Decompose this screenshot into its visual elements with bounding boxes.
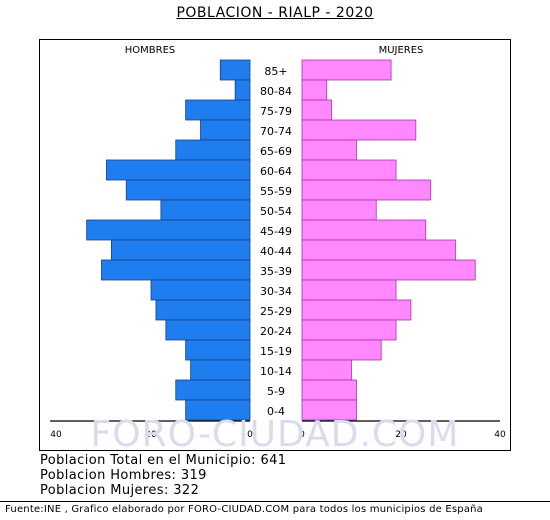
- age-group-label: 25-29: [260, 305, 292, 318]
- bar-mujeres: [301, 299, 412, 321]
- chart-title: POBLACION - RIALP - 2020: [176, 5, 374, 21]
- bar-mujeres: [301, 99, 333, 121]
- male-population: Poblacion Hombres: 319: [40, 468, 207, 483]
- bar-hombres: [175, 379, 251, 401]
- bar-hombres: [185, 399, 251, 421]
- bar-mujeres: [301, 139, 357, 161]
- source-footer: Fuente:INE , Grafico elaborado por FORO-…: [5, 504, 484, 515]
- bar-hombres: [190, 359, 251, 381]
- age-group-label: 35-39: [260, 265, 292, 278]
- age-group-label: 0-4: [267, 405, 285, 418]
- x-tick-label: 20: [145, 430, 157, 440]
- bar-mujeres: [301, 279, 397, 301]
- bar-hombres: [150, 279, 251, 301]
- bar-mujeres: [301, 199, 377, 221]
- age-group-label: 20-24: [260, 325, 292, 338]
- bar-hombres: [106, 159, 251, 181]
- bar-hombres: [125, 179, 251, 201]
- bar-hombres: [219, 59, 251, 81]
- age-group-label: 40-44: [260, 245, 292, 258]
- bar-hombres: [111, 239, 251, 261]
- bar-hombres: [101, 259, 251, 281]
- total-population: Poblacion Total en el Municipio: 641: [40, 453, 287, 468]
- age-group-label: 75-79: [260, 105, 292, 118]
- x-tick-label: 40: [50, 430, 62, 440]
- x-tick-label: 40: [494, 430, 506, 440]
- bar-hombres: [185, 99, 251, 121]
- bar-hombres: [185, 339, 251, 361]
- bar-mujeres: [301, 399, 357, 421]
- age-group-label: 55-59: [260, 185, 292, 198]
- age-group-label: 5-9: [267, 385, 285, 398]
- age-group-label: 70-74: [260, 125, 292, 138]
- age-group-label: 85+: [264, 65, 287, 78]
- x-tick-label: 0: [299, 430, 305, 440]
- bar-mujeres: [301, 239, 456, 261]
- bar-hombres: [160, 199, 251, 221]
- bar-mujeres: [301, 379, 357, 401]
- bar-mujeres: [301, 159, 397, 181]
- bar-mujeres: [301, 319, 397, 341]
- footer-separator: [0, 501, 550, 502]
- bar-mujeres: [301, 79, 328, 101]
- age-group-label: 10-14: [260, 365, 292, 378]
- bar-mujeres: [301, 219, 427, 241]
- bar-mujeres: [301, 339, 382, 361]
- chart-panel: HOMBRES MUJERES 85+ 80-84 75-79 70-74 65-69 60-…: [39, 39, 511, 451]
- bar-hombres: [86, 219, 251, 241]
- series-label-hombres: HOMBRES: [125, 45, 176, 56]
- x-tick-label: 0: [247, 430, 253, 440]
- bar-hombres: [200, 119, 251, 141]
- bar-hombres: [234, 79, 251, 101]
- age-group-label: 65-69: [260, 145, 292, 158]
- bar-mujeres: [301, 119, 417, 141]
- bar-hombres: [155, 299, 251, 321]
- population-pyramid: HOMBRES MUJERES 85+ 80-84 75-79 70-74 65-69 60-…: [50, 45, 506, 440]
- bar-mujeres: [301, 359, 352, 381]
- bar-hombres: [175, 139, 251, 161]
- age-group-label: 60-64: [260, 165, 292, 178]
- x-tick-label: 20: [395, 430, 407, 440]
- age-group-label: 50-54: [260, 205, 292, 218]
- bar-mujeres: [301, 179, 432, 201]
- bar-mujeres: [301, 59, 392, 81]
- series-label-mujeres: MUJERES: [379, 45, 424, 56]
- bar-mujeres: [301, 259, 476, 281]
- age-group-label: 30-34: [260, 285, 292, 298]
- age-group-label: 15-19: [260, 345, 292, 358]
- age-group-label: 80-84: [260, 85, 292, 98]
- female-population: Poblacion Mujeres: 322: [40, 483, 200, 498]
- bar-hombres: [165, 319, 251, 341]
- age-group-label: 45-49: [260, 225, 292, 238]
